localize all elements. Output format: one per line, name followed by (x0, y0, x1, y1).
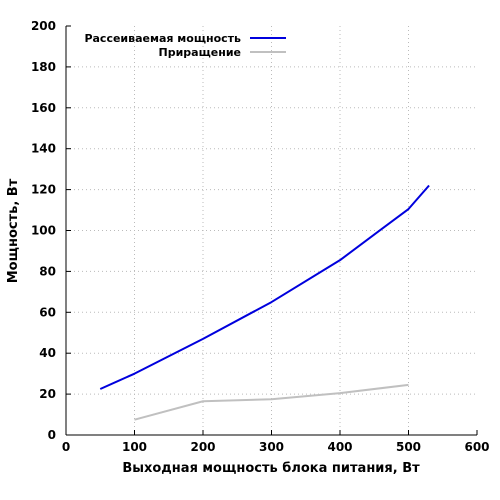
series-layer (99, 184, 430, 421)
y-tick-label: 0 (48, 428, 56, 442)
legend-label-1: Рассеиваемая мощность (84, 32, 241, 45)
y-tick-label: 60 (39, 305, 56, 319)
x-tick-label: 200 (190, 440, 215, 454)
legend-label-2: Приращение (159, 46, 241, 59)
y-tick-label: 80 (39, 264, 56, 278)
y-tick-label: 160 (31, 101, 56, 115)
grid-layer (66, 26, 477, 435)
x-tick-label: 600 (464, 440, 489, 454)
y-tick-label: 140 (31, 142, 56, 156)
y-tick-label: 180 (31, 60, 56, 74)
series-line-1 (99, 184, 430, 390)
x-tick-label: 0 (62, 440, 70, 454)
y-tick-label: 40 (39, 346, 56, 360)
x-tick-label: 300 (259, 440, 284, 454)
y-tick-label: 20 (39, 387, 56, 401)
x-tick-label: 400 (327, 440, 352, 454)
ticks-layer: 0 100 200 300 400 500 600 0 20 40 60 80 100 120 140 160… (31, 19, 490, 454)
y-tick-label: 100 (31, 224, 56, 238)
y-tick-label: 120 (31, 183, 56, 197)
x-tick-label: 500 (396, 440, 421, 454)
y-axis-title: Мощность, Вт (6, 178, 21, 283)
series-line-2 (134, 383, 409, 421)
y-tick-label: 200 (31, 19, 56, 33)
x-axis-title: Выходная мощность блока питания, Вт (122, 461, 420, 476)
x-tick-label: 100 (122, 440, 147, 454)
